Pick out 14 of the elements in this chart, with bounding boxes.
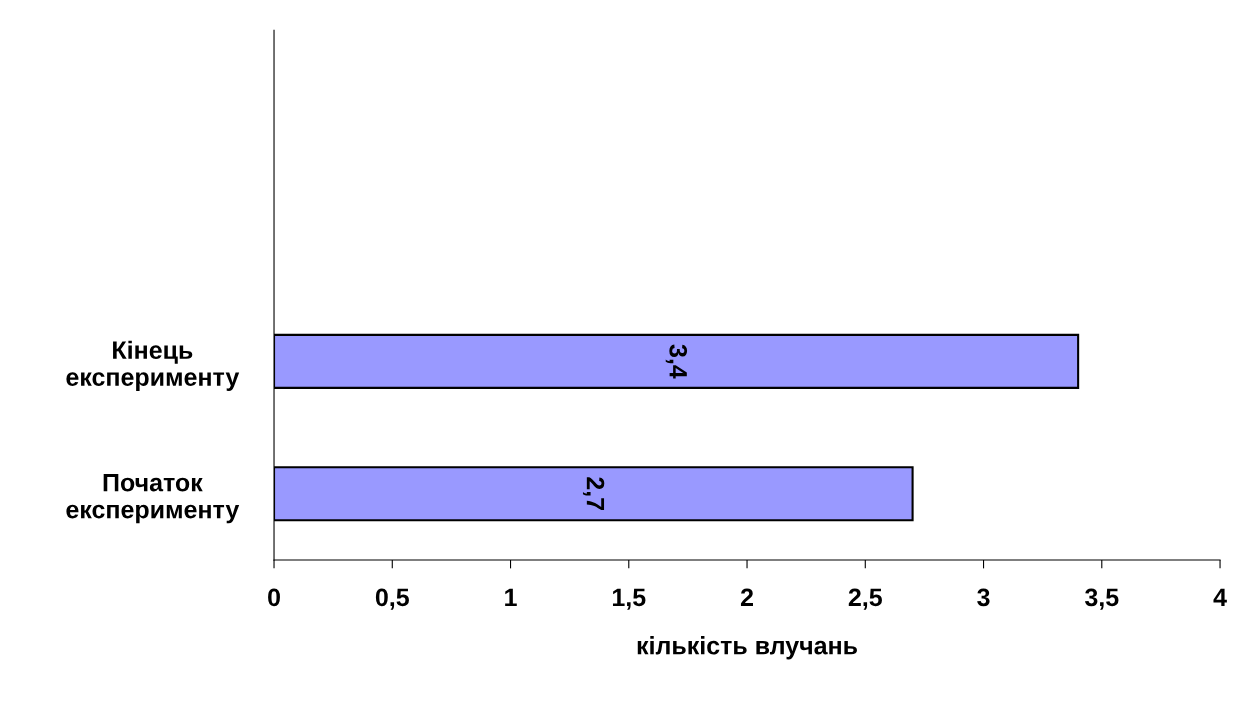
x-tick-label: 0,5 bbox=[375, 588, 409, 610]
x-tick-label: 2 bbox=[740, 588, 753, 606]
data-label: 3,4 bbox=[665, 344, 688, 379]
x-axis-title: кількість влучань bbox=[637, 636, 857, 660]
x-tick-label: 2,5 bbox=[848, 588, 882, 610]
x-tick-label: 1,5 bbox=[612, 588, 646, 610]
y-tick-label: Початок експерименту bbox=[66, 474, 240, 524]
x-tick-label: 3 bbox=[977, 588, 990, 607]
y-tick-label: Кінець експерименту bbox=[66, 340, 240, 391]
x-tick-label: 1 bbox=[505, 588, 517, 606]
data-label: 2,7 bbox=[582, 477, 605, 511]
x-tick-label: 4 bbox=[1213, 588, 1227, 606]
x-tick-label: 3,5 bbox=[1084, 588, 1119, 610]
x-tick-label: 0 bbox=[268, 588, 280, 607]
